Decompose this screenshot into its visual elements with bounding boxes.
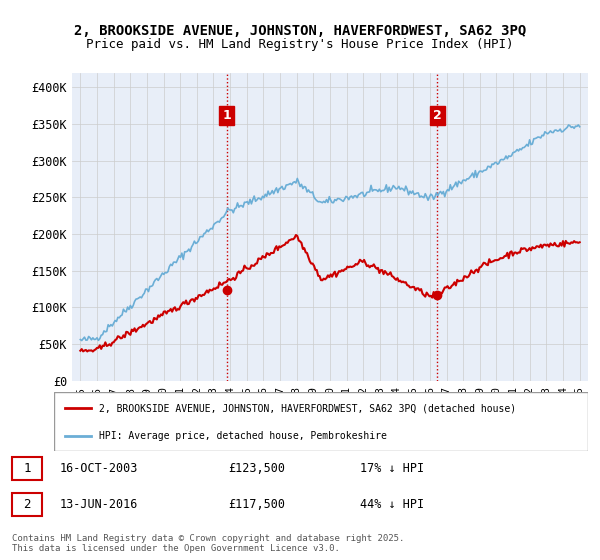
Text: £123,500: £123,500 (228, 462, 285, 475)
Text: 44% ↓ HPI: 44% ↓ HPI (360, 498, 424, 511)
Text: 1: 1 (23, 462, 31, 475)
Text: 1: 1 (222, 109, 231, 122)
FancyBboxPatch shape (12, 493, 42, 516)
Text: 2: 2 (433, 109, 442, 122)
Text: 2: 2 (23, 498, 31, 511)
Text: 13-JUN-2016: 13-JUN-2016 (60, 498, 139, 511)
Text: HPI: Average price, detached house, Pembrokeshire: HPI: Average price, detached house, Pemb… (100, 431, 387, 441)
Text: 2, BROOKSIDE AVENUE, JOHNSTON, HAVERFORDWEST, SA62 3PQ (detached house): 2, BROOKSIDE AVENUE, JOHNSTON, HAVERFORD… (100, 403, 517, 413)
Text: Contains HM Land Registry data © Crown copyright and database right 2025.
This d: Contains HM Land Registry data © Crown c… (12, 534, 404, 553)
Text: 2, BROOKSIDE AVENUE, JOHNSTON, HAVERFORDWEST, SA62 3PQ: 2, BROOKSIDE AVENUE, JOHNSTON, HAVERFORD… (74, 24, 526, 38)
Text: 17% ↓ HPI: 17% ↓ HPI (360, 462, 424, 475)
FancyBboxPatch shape (54, 392, 588, 451)
Text: 16-OCT-2003: 16-OCT-2003 (60, 462, 139, 475)
Text: Price paid vs. HM Land Registry's House Price Index (HPI): Price paid vs. HM Land Registry's House … (86, 38, 514, 51)
Text: £117,500: £117,500 (228, 498, 285, 511)
FancyBboxPatch shape (12, 456, 42, 480)
